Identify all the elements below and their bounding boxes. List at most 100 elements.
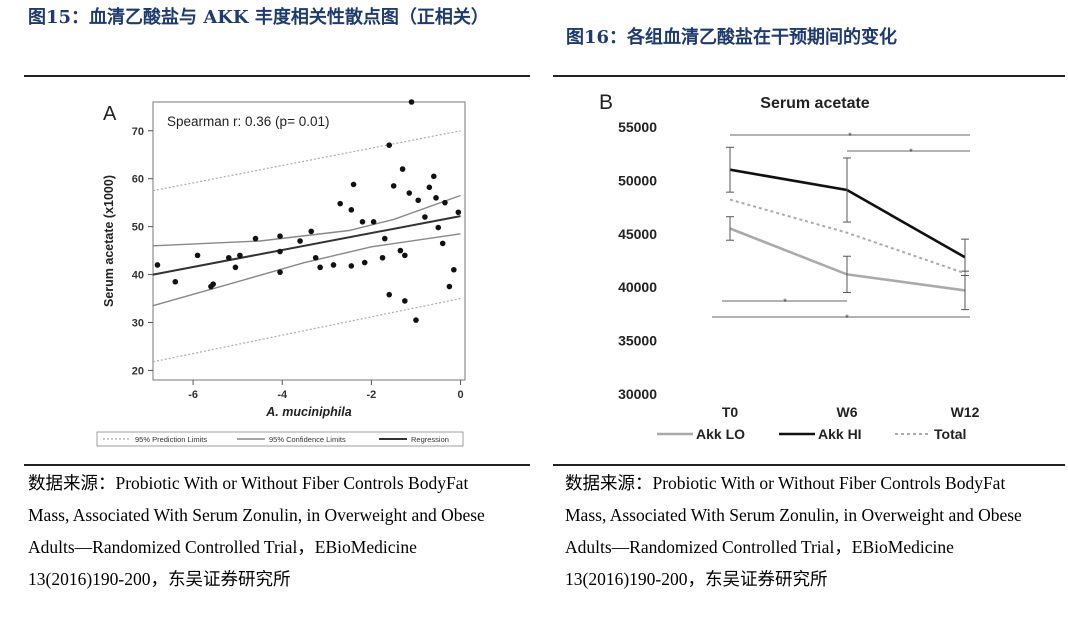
y-tick-label: 40000 [618, 279, 657, 295]
scatter-point [422, 214, 428, 220]
scatter-chart-panel: A Spearman r: 0.36 (p= 0.01) 20 30 40 50 60 70 -… [95, 90, 475, 452]
scatter-point [361, 259, 368, 266]
scatter-point [225, 254, 232, 261]
scatter-point [415, 197, 422, 204]
scatter-point [237, 252, 243, 259]
panel-label: B [599, 91, 613, 114]
plot-background [585, 82, 1025, 456]
scatter-point [446, 283, 453, 290]
y-tick-label: 50 [132, 222, 144, 234]
significance-mark: * [783, 297, 787, 307]
y-tick-label: 45000 [618, 226, 657, 242]
x-tick-label: -4 [277, 389, 288, 401]
scatter-point [317, 264, 323, 271]
scatter-point [435, 224, 442, 231]
y-tick-label: 20 [132, 365, 144, 377]
scatter-point [330, 262, 337, 268]
scatter-point [350, 181, 357, 188]
scatter-point [426, 184, 433, 191]
y-tick-label: 60 [132, 174, 144, 186]
scatter-point [433, 195, 439, 201]
right-bottom-rule [553, 464, 1065, 466]
scatter-point [397, 247, 404, 254]
scatter-point [277, 269, 283, 275]
scatter-point [451, 266, 457, 273]
legend-label: 95% Prediction Limits [135, 435, 207, 444]
plot-frame [152, 101, 466, 381]
scatter-point [277, 248, 283, 255]
scatter-point [370, 219, 377, 225]
scatter-point [252, 235, 259, 242]
scatter-point [232, 264, 239, 271]
right-top-rule [553, 75, 1065, 77]
prediction-lower-line [152, 297, 461, 363]
series-line-total [729, 198, 966, 275]
scatter-point [297, 238, 303, 244]
legend-label: Akk HI [818, 426, 862, 442]
confidence-lower-line [152, 233, 461, 307]
y-tick-label: 70 [132, 126, 144, 138]
scatter-point [308, 228, 315, 235]
scatter-point [348, 263, 355, 269]
y-axis-label: Serum acetate (x1000) [102, 175, 116, 307]
scatter-point [431, 173, 437, 180]
scatter-point [154, 262, 161, 268]
legend-label: 95% Confidence Limits [269, 435, 346, 444]
x-tick-label: W6 [837, 404, 858, 420]
scatter-point [386, 291, 393, 298]
scatter-point [348, 207, 355, 213]
x-tick-label: T0 [722, 404, 739, 420]
legend-label: Akk LO [696, 426, 745, 442]
line-chart-panel: B Serum acetate 55000 50000 45000 40000 35000 3… [585, 82, 1025, 456]
x-tick-label: 0 [457, 389, 463, 401]
y-tick-label: 35000 [618, 333, 657, 349]
confidence-upper-line [152, 194, 461, 247]
left-source-note: 数据来源：Probiotic With or Without Fiber Con… [28, 473, 485, 589]
y-tick-label: 30000 [618, 386, 657, 402]
legend-label: Regression [411, 435, 449, 444]
right-source-note: 数据来源：Probiotic With or Without Fiber Con… [565, 473, 1022, 589]
figure-16-caption: 图16：各组血清乙酸盐在干预期间的变化 [566, 27, 898, 48]
scatter-point [406, 190, 413, 196]
scatter-point [194, 252, 201, 259]
scatter-point [210, 281, 216, 287]
figure-15-caption: 图15：血清乙酸盐与 AKK 丰度相关性散点图（正相关） [28, 7, 489, 28]
x-axis-label: A. muciniphila [265, 405, 351, 419]
scatter-point [455, 209, 462, 216]
spearman-annotation: Spearman r: 0.36 (p= 0.01) [167, 114, 329, 129]
y-tick-label: 50000 [618, 172, 657, 188]
prediction-upper-line [152, 130, 461, 192]
scatter-point [439, 240, 446, 247]
legend-label: Total [934, 426, 966, 442]
scatter-point [399, 166, 406, 172]
x-tick-label: W12 [951, 404, 980, 420]
y-tick-label: 30 [132, 317, 144, 329]
scatter-point [277, 233, 283, 240]
scatter-point [381, 235, 388, 242]
scatter-point [312, 254, 319, 261]
regression-line [152, 215, 461, 276]
scatter-point [386, 142, 393, 148]
legend-box [96, 431, 464, 447]
scatter-point [402, 252, 408, 259]
left-bottom-rule [24, 464, 530, 466]
scatter-point [402, 298, 408, 304]
x-tick-label: -6 [188, 389, 198, 401]
scatter-point [408, 99, 415, 105]
significance-mark: * [909, 147, 913, 157]
scatter-point [442, 199, 448, 206]
scatter-point [359, 219, 366, 225]
scatter-point [413, 317, 419, 323]
y-tick-label: 40 [132, 270, 144, 282]
x-tick-label: -2 [367, 389, 377, 401]
significance-mark: * [848, 131, 852, 141]
scatter-chart: A Spearman r: 0.36 (p= 0.01) 20 30 40 50 60 70 -… [96, 99, 466, 447]
scatter-point [337, 200, 343, 207]
left-top-rule [24, 75, 530, 77]
scatter-point [172, 278, 179, 285]
scatter-point [379, 254, 386, 261]
scatter-point [390, 183, 397, 189]
line-chart: B Serum acetate 55000 50000 45000 40000 35000 3… [585, 82, 1025, 456]
significance-mark: * [845, 313, 849, 323]
y-tick-label: 55000 [618, 119, 657, 135]
